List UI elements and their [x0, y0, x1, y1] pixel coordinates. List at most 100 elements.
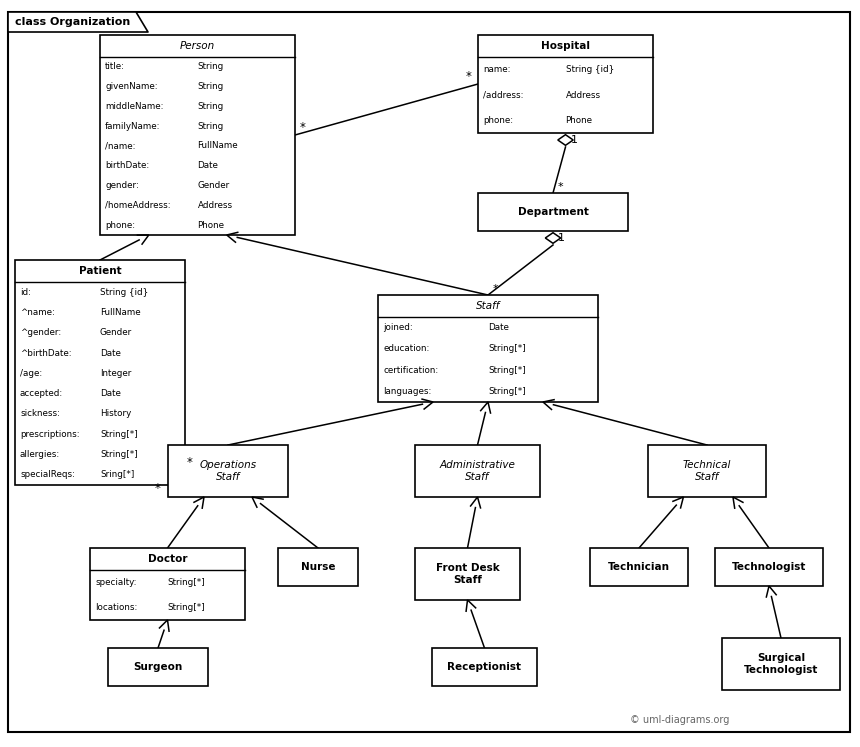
Bar	[278, 548, 358, 586]
Text: phone:: phone:	[105, 220, 135, 229]
Text: locations:: locations:	[95, 603, 138, 612]
Bar	[415, 445, 540, 497]
Bar	[478, 35, 653, 133]
Text: String[*]: String[*]	[168, 578, 206, 587]
Text: name:: name:	[483, 65, 511, 74]
Text: String[*]: String[*]	[488, 344, 525, 353]
Text: Receptionist: Receptionist	[447, 662, 521, 672]
Text: Date: Date	[100, 389, 121, 398]
Text: Person: Person	[180, 41, 215, 51]
Text: String[*]: String[*]	[100, 450, 138, 459]
Bar	[648, 445, 766, 497]
Text: languages:: languages:	[383, 387, 432, 396]
Text: *: *	[558, 182, 563, 192]
Bar	[108, 648, 208, 686]
Bar	[15, 260, 185, 485]
Text: © uml-diagrams.org: © uml-diagrams.org	[630, 715, 729, 725]
Text: *: *	[155, 482, 161, 495]
Text: ^gender:: ^gender:	[20, 328, 61, 337]
Text: Technician: Technician	[608, 562, 670, 572]
Text: Operations
Staff: Operations Staff	[200, 460, 256, 482]
Text: Address: Address	[566, 90, 600, 99]
Text: specialReqs:: specialReqs:	[20, 471, 75, 480]
Text: certification:: certification:	[383, 365, 439, 375]
Bar	[432, 648, 537, 686]
Polygon shape	[8, 12, 148, 32]
Text: String: String	[198, 122, 224, 131]
Text: givenName:: givenName:	[105, 82, 157, 91]
Text: String: String	[198, 63, 224, 72]
Text: Patient: Patient	[78, 266, 121, 276]
Bar	[415, 548, 520, 600]
Text: *: *	[300, 121, 306, 134]
Text: Staff: Staff	[476, 301, 501, 311]
Text: Gender: Gender	[100, 328, 132, 337]
Text: /address:: /address:	[483, 90, 524, 99]
Text: Gender: Gender	[198, 181, 230, 190]
Text: Administrative
Staff: Administrative Staff	[439, 460, 515, 482]
Text: class Organization: class Organization	[15, 17, 130, 27]
Text: FullName: FullName	[100, 308, 141, 317]
Text: *: *	[466, 70, 472, 83]
Bar	[90, 548, 245, 620]
Text: birthDate:: birthDate:	[105, 161, 150, 170]
Text: middleName:: middleName:	[105, 102, 163, 111]
Text: ^birthDate:: ^birthDate:	[20, 349, 71, 358]
Text: Integer: Integer	[100, 369, 132, 378]
Text: String {id}: String {id}	[100, 288, 148, 297]
Text: Date: Date	[488, 323, 509, 332]
Text: *: *	[187, 456, 193, 469]
Text: education:: education:	[383, 344, 429, 353]
Text: Nurse: Nurse	[301, 562, 335, 572]
Text: *: *	[493, 284, 499, 294]
Text: gender:: gender:	[105, 181, 138, 190]
Text: /homeAddress:: /homeAddress:	[105, 201, 170, 210]
Text: String {id}: String {id}	[566, 65, 614, 74]
Text: Front Desk
Staff: Front Desk Staff	[436, 563, 500, 585]
Bar	[722, 638, 840, 690]
Text: Surgical
Technologist: Surgical Technologist	[744, 653, 818, 675]
Text: allergies:: allergies:	[20, 450, 60, 459]
Polygon shape	[545, 232, 561, 244]
Text: String[*]: String[*]	[488, 387, 525, 396]
Text: /age:: /age:	[20, 369, 42, 378]
Text: Department: Department	[518, 207, 588, 217]
Text: Date: Date	[198, 161, 218, 170]
Bar	[590, 548, 688, 586]
Text: title:: title:	[105, 63, 125, 72]
Text: String: String	[198, 102, 224, 111]
Text: String[*]: String[*]	[168, 603, 206, 612]
Text: Phone: Phone	[198, 220, 224, 229]
Text: familyName:: familyName:	[105, 122, 161, 131]
Text: id:: id:	[20, 288, 31, 297]
Text: ^name:: ^name:	[20, 308, 55, 317]
Text: Technical
Staff: Technical Staff	[683, 460, 731, 482]
Text: Phone: Phone	[566, 116, 593, 125]
Bar	[168, 445, 288, 497]
Bar	[715, 548, 823, 586]
Text: String[*]: String[*]	[488, 365, 525, 375]
Text: accepted:: accepted:	[20, 389, 64, 398]
Polygon shape	[558, 134, 574, 146]
Bar	[378, 295, 598, 402]
Text: prescriptions:: prescriptions:	[20, 430, 80, 438]
Text: Date: Date	[100, 349, 121, 358]
Text: /name:: /name:	[105, 141, 136, 150]
Text: Surgeon: Surgeon	[133, 662, 182, 672]
Text: Doctor: Doctor	[148, 554, 187, 564]
Text: Hospital: Hospital	[541, 41, 590, 51]
Text: 1: 1	[570, 135, 578, 145]
Text: phone:: phone:	[483, 116, 513, 125]
Text: History: History	[100, 409, 132, 418]
Text: joined:: joined:	[383, 323, 413, 332]
Text: 1: 1	[558, 233, 565, 243]
Text: Technologist: Technologist	[732, 562, 806, 572]
Text: String: String	[198, 82, 224, 91]
Text: sickness:: sickness:	[20, 409, 60, 418]
Text: String[*]: String[*]	[100, 430, 138, 438]
Text: specialty:: specialty:	[95, 578, 137, 587]
Text: Address: Address	[198, 201, 232, 210]
Bar	[100, 35, 295, 235]
Text: FullName: FullName	[198, 141, 238, 150]
Text: Sring[*]: Sring[*]	[100, 471, 134, 480]
